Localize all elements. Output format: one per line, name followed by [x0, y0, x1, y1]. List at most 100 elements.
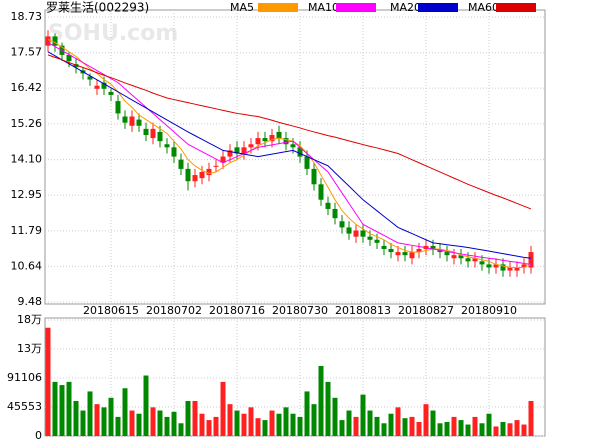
candle-body: [465, 258, 471, 262]
y-tick-label: 18.73: [11, 10, 43, 23]
volume-bar: [143, 375, 149, 436]
volume-bar: [220, 381, 226, 436]
candle-body: [388, 249, 394, 253]
candle-body: [514, 267, 520, 271]
volume-bar: [423, 404, 429, 436]
y-tick-label: 17.57: [11, 46, 43, 59]
volume-bar: [269, 410, 275, 436]
candle-body: [458, 255, 464, 259]
candle-body: [444, 252, 450, 256]
candle-body: [332, 208, 338, 219]
legend-swatch: [336, 3, 376, 12]
candle-body: [486, 264, 492, 268]
volume-bar: [493, 426, 499, 436]
candle-body: [129, 116, 135, 126]
candle-body: [451, 255, 457, 259]
candle-body: [360, 230, 366, 237]
volume-bar: [178, 423, 184, 436]
x-tick-label: 20180910: [461, 304, 517, 317]
volume-bar: [185, 400, 191, 436]
volume-bar: [374, 416, 380, 436]
volume-bar: [416, 421, 422, 436]
candle-body: [325, 202, 331, 209]
y-tick-label: 16.42: [11, 81, 43, 94]
volume-bar: [402, 418, 408, 436]
volume-tick-label: 13万: [17, 342, 42, 355]
candle-body: [150, 128, 156, 139]
volume-bar: [276, 413, 282, 436]
candle-body: [178, 159, 184, 169]
volume-bar: [108, 397, 114, 436]
legend-label: MA20: [390, 1, 421, 14]
candle-body: [472, 258, 478, 262]
candle-body: [374, 239, 380, 243]
volume-bar: [444, 421, 450, 436]
candle-body: [493, 264, 499, 268]
volume-bar: [395, 407, 401, 436]
volume-bar: [318, 365, 324, 436]
volume-bar: [66, 381, 72, 436]
volume-bar: [430, 410, 436, 436]
candle-body: [395, 252, 401, 256]
chart-title: 罗莱生活(002293): [46, 1, 149, 15]
candle-body: [409, 252, 415, 259]
volume-bar: [311, 404, 317, 436]
volume-bar: [206, 420, 212, 436]
candle-body: [192, 175, 198, 182]
y-tick-label: 12.95: [11, 188, 43, 201]
volume-bar: [290, 413, 296, 436]
candle-body: [185, 168, 191, 182]
candle-body: [234, 147, 240, 154]
candle-body: [122, 116, 128, 123]
candle-body: [136, 119, 142, 126]
candle-body: [164, 144, 170, 148]
candle-body: [276, 131, 282, 139]
candle-body: [353, 230, 359, 237]
candle-body: [248, 144, 254, 148]
volume-tick-label: 0: [35, 429, 42, 440]
volume-bar: [339, 420, 345, 436]
candle-body: [262, 138, 268, 142]
volume-bar: [472, 416, 478, 436]
volume-bar: [367, 410, 373, 436]
candle-body: [241, 147, 247, 154]
candle-body: [430, 245, 436, 250]
volume-bar: [346, 410, 352, 436]
volume-bar: [479, 423, 485, 436]
volume-bar: [80, 410, 86, 436]
legend-label: MA5: [230, 1, 254, 14]
x-tick-label: 20180813: [335, 304, 391, 317]
x-tick-label: 20180702: [146, 304, 202, 317]
volume-bar: [45, 327, 51, 436]
y-tick-label: 10.64: [11, 259, 43, 272]
candle-body: [381, 245, 387, 250]
candle-body: [367, 236, 373, 240]
volume-bar: [101, 407, 107, 436]
volume-bar: [360, 394, 366, 436]
volume-bar: [199, 413, 205, 436]
candle-body: [73, 64, 79, 68]
candle-body: [87, 76, 93, 80]
candle-body: [101, 82, 107, 89]
candle-body: [199, 171, 205, 179]
volume-bar: [171, 411, 177, 436]
candle-body: [94, 85, 100, 89]
y-tick-label: 15.26: [11, 117, 43, 130]
candle-body: [297, 147, 303, 157]
y-tick-label: 9.48: [18, 295, 43, 308]
candle-body: [346, 227, 352, 234]
candle-body: [115, 101, 121, 114]
volume-tick-label: 45553: [7, 400, 42, 413]
volume-bar: [87, 391, 93, 436]
volume-bar: [192, 400, 198, 436]
volume-bar: [122, 388, 128, 436]
volume-bar: [451, 416, 457, 436]
volume-bar: [507, 423, 513, 436]
volume-bar: [136, 413, 142, 436]
volume-tick-label: 91106: [7, 371, 42, 384]
candle-body: [143, 128, 149, 136]
volume-bar: [388, 413, 394, 436]
volume-bar: [325, 381, 331, 436]
volume-bar: [129, 410, 135, 436]
candle-body: [52, 36, 58, 46]
